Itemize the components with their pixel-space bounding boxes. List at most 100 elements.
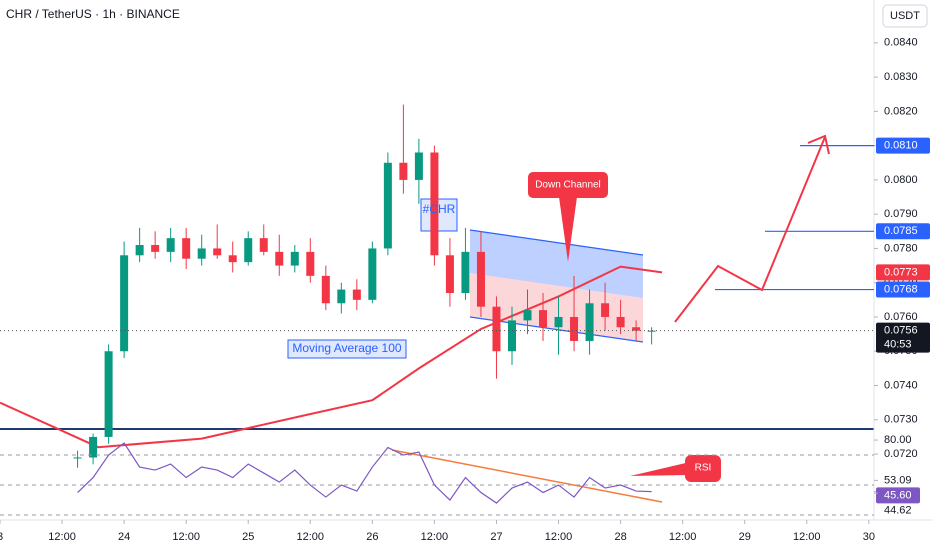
current-price-badge [876,322,930,353]
candle-body [414,152,423,180]
candle-body [73,457,82,459]
callout-pointer [630,462,690,476]
y-tick-label: 0.0840 [884,37,918,49]
price-badge-label: 0.0785 [884,225,918,237]
candle-body [461,251,470,293]
y-tick-label: 0.0760 [884,311,918,323]
candle-body [213,248,222,256]
candle-body [507,320,516,352]
current-price-label: 0.0756 [884,325,918,337]
candle-body [151,245,160,252]
symbol-label: #CHR [423,202,456,216]
x-tick-label: 28 [614,531,626,543]
ma-label: Moving Average 100 [292,341,402,355]
y-tick-label: 0.0830 [884,71,918,83]
candle-body [554,316,563,328]
channel-line [469,229,644,256]
rsi-tick-label: 45.60 [884,489,912,501]
currency: USDT [890,10,920,22]
candle-body [104,351,113,437]
x-tick-label: 26 [366,531,378,543]
candle-body [601,303,610,317]
callout-text: RSI [695,463,712,474]
x-tick-label: 12:00 [545,531,573,543]
candle-body [445,255,454,293]
candle-body [228,255,237,263]
ma-line [0,265,663,449]
candle-body [492,306,501,352]
y-tick-label: 0.0730 [884,414,918,426]
price-badge [876,264,930,281]
x-tick-label: 29 [739,531,751,543]
y-tick-label: 0.0740 [884,379,918,391]
price-badge [876,137,930,154]
candle-body [399,162,408,180]
rsi-tick-label: 80.00 [884,434,912,446]
projection [674,136,826,323]
candle-body [275,251,284,266]
candle-body [368,248,377,300]
candle-body [539,310,548,328]
rsi-badge [876,487,920,504]
rsi-line [77,442,652,504]
price-badge [876,223,930,240]
candle-body [290,251,299,266]
price-badge-label: 0.0810 [884,140,918,152]
candle-body [120,255,129,352]
currency-box [882,4,928,28]
candle-body [166,238,175,252]
x-tick-label: 3 [0,531,3,543]
y-tick-label: 0.0720 [884,448,918,460]
x-tick-label: 24 [118,531,130,543]
callout-text: Down Channel [535,180,601,191]
price-badge [876,281,930,298]
candle-body [259,238,268,252]
x-tick-label: 27 [490,531,502,543]
candle-body [585,303,594,341]
candle-body [616,316,625,328]
ma-box [287,339,407,359]
projection-arrow [807,134,830,155]
candle-body [523,310,532,321]
callout [528,172,608,198]
candle-body [197,248,206,259]
y-tick-label: 0.0780 [884,242,918,254]
candle-body [570,316,579,341]
x-tick-label: 12:00 [421,531,449,543]
y-tick-label: 0.0790 [884,208,918,220]
drawings [287,198,644,359]
x-tick-label: 12:00 [793,531,821,543]
channel-lower [470,273,643,342]
candle-body [352,289,361,300]
rsi-tick-label: 44.62 [884,504,912,516]
rsi-tick-label: 53.09 [884,474,912,486]
y-tick-label: 0.0820 [884,105,918,117]
x-tick-label: 12:00 [172,531,200,543]
symbol-box [420,198,458,232]
price-badge-label: 0.0768 [884,283,918,295]
channel-upper [470,230,643,298]
price-badge-label: 0.0773 [884,266,918,278]
x-tick-label: 12:00 [48,531,76,543]
candle-body [182,238,191,259]
candle-body [647,330,656,332]
candle-body [244,238,253,263]
candle-body [383,162,392,249]
candle-body [476,251,485,307]
x-tick-label: 25 [242,531,254,543]
annotations: #CHR Moving Average 100 Down Channel RSI [292,134,830,503]
callout [685,455,721,482]
candle-body [430,152,439,256]
candle-body [135,245,144,256]
x-tick-label: 12:00 [669,531,697,543]
chart-title: CHR / TetherUS · 1h · BINANCE [6,7,180,21]
countdown: 40:53 [884,339,912,351]
candle-body [632,327,641,331]
y-tick-label: 0.0800 [884,174,918,186]
candle-body [306,251,315,276]
candle-body [337,289,346,304]
candle-body [89,436,98,458]
candle-body [321,275,330,304]
